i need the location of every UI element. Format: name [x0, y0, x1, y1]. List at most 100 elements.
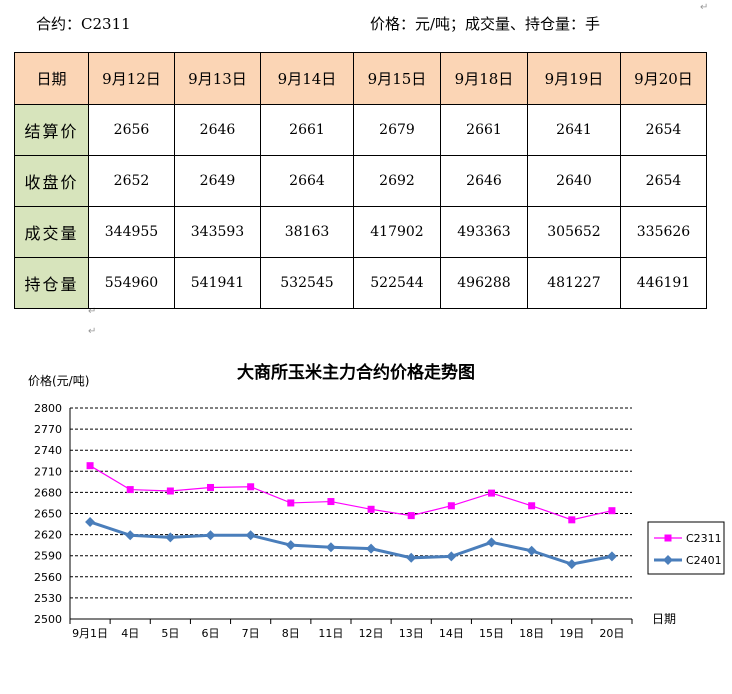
table-row: 结算价 2656 2646 2661 2679 2661 2641 2654 [14, 104, 707, 156]
table-row: 成交量 344955 343593 38163 417902 493363 30… [14, 206, 707, 258]
table-cell: 2646 [440, 155, 528, 207]
price-table: 日期 9月12日 9月13日 9月14日 9月15日 9月18日 9月19日 9… [14, 52, 707, 309]
data-point [568, 516, 576, 524]
data-point [327, 498, 335, 506]
data-point [247, 483, 255, 491]
data-point [287, 499, 295, 507]
legend-marker [663, 555, 673, 565]
x-tick-label: 12日 [359, 627, 384, 640]
legend-label: C2311 [686, 532, 722, 545]
series-line-c2311 [89, 465, 613, 521]
data-point [85, 516, 96, 527]
legend-marker [664, 534, 672, 542]
table-cell: 541941 [174, 257, 261, 309]
x-tick-label: 8日 [282, 627, 300, 640]
data-point [245, 530, 256, 541]
table-cell: 481227 [527, 257, 621, 309]
data-point [606, 551, 617, 562]
x-tick-label: 20日 [599, 627, 624, 640]
table-cell: 493363 [440, 206, 528, 258]
table-date-header: 9月19日 [527, 52, 621, 105]
data-point [166, 487, 174, 495]
paragraph-mark: ↵ [88, 306, 97, 317]
table-row-label: 持仓量 [14, 257, 89, 309]
table-row: 收盘价 2652 2649 2664 2692 2646 2640 2654 [14, 155, 707, 207]
table-cell: 2664 [260, 155, 354, 207]
table-cell: 2640 [527, 155, 621, 207]
table-date-header: 9月20日 [620, 52, 707, 105]
data-point [285, 540, 296, 551]
y-axis-label: 价格(元/吨) [28, 373, 89, 388]
x-tick-label: 15日 [479, 627, 504, 640]
data-point [207, 483, 214, 491]
data-point [86, 462, 94, 470]
table-cell: 554960 [88, 257, 175, 309]
x-tick-label: 14日 [439, 627, 464, 640]
paragraph-mark: ↵ [88, 326, 97, 337]
paragraph-mark: ↵ [700, 2, 709, 13]
table-cell: 532545 [260, 257, 354, 309]
data-point [366, 543, 377, 554]
table-cell: 343593 [174, 206, 261, 258]
table-row-label: 收盘价 [14, 155, 89, 207]
y-tick-label: 2530 [34, 592, 62, 605]
table-date-header: 9月18日 [440, 52, 528, 105]
chart-title: 大商所玉米主力合约价格走势图 [237, 362, 475, 383]
table-cell: 2692 [353, 155, 441, 207]
y-tick-label: 2800 [34, 402, 62, 415]
table-cell: 344955 [88, 206, 175, 258]
y-tick-label: 2710 [34, 465, 62, 478]
data-point [486, 537, 497, 548]
data-point [125, 530, 136, 541]
x-tick-label: 13日 [399, 627, 424, 640]
table-cell: 417902 [353, 206, 441, 258]
data-point [407, 512, 415, 520]
data-point [608, 507, 616, 515]
table-date-header: 9月15日 [353, 52, 441, 105]
table-cell: 2652 [88, 155, 175, 207]
x-tick-label: 5日 [161, 627, 179, 640]
y-tick-label: 2620 [34, 529, 62, 542]
data-point [406, 552, 417, 563]
table-cell: 305652 [527, 206, 621, 258]
y-tick-label: 2740 [34, 444, 62, 457]
table-date-header: 9月12日 [88, 52, 175, 105]
table-cell: 2661 [440, 104, 528, 156]
legend-label: C2401 [686, 554, 722, 567]
data-point [526, 545, 537, 556]
table-date-header: 9月13日 [174, 52, 261, 105]
table-cell: 2641 [527, 104, 621, 156]
table-corner-label: 日期 [14, 52, 89, 105]
x-tick-label: 18日 [519, 627, 544, 640]
table-cell: 2654 [620, 155, 707, 207]
table-cell: 496288 [440, 257, 528, 309]
y-tick-label: 2680 [34, 486, 62, 499]
data-point [528, 502, 536, 510]
series-line-c2401 [89, 520, 613, 566]
x-tick-label: 11日 [318, 627, 343, 640]
x-tick-label: 7日 [242, 627, 260, 640]
table-cell: 38163 [260, 206, 354, 258]
contract-label: 合约：C2311 [36, 15, 131, 33]
data-point [488, 489, 495, 497]
table-cell: 2679 [353, 104, 441, 156]
data-point [325, 542, 336, 553]
table-cell: 446191 [620, 257, 707, 309]
table-cell: 2654 [620, 104, 707, 156]
table-date-header: 9月14日 [260, 52, 354, 105]
table-cell: 522544 [353, 257, 441, 309]
x-tick-label: 6日 [202, 627, 220, 640]
x-axis-label: 日期 [652, 612, 676, 626]
data-point [165, 532, 176, 543]
table-cell: 2649 [174, 155, 261, 207]
data-point [446, 551, 457, 562]
data-point [126, 486, 134, 494]
y-tick-label: 2560 [34, 571, 62, 584]
data-point [367, 505, 375, 513]
x-tick-label: 19日 [559, 627, 584, 640]
y-tick-label: 2590 [34, 550, 62, 563]
x-tick-label: 4日 [121, 627, 139, 640]
table-header-row: 日期 9月12日 9月13日 9月14日 9月15日 9月18日 9月19日 9… [14, 52, 707, 105]
legend-box [647, 521, 725, 575]
